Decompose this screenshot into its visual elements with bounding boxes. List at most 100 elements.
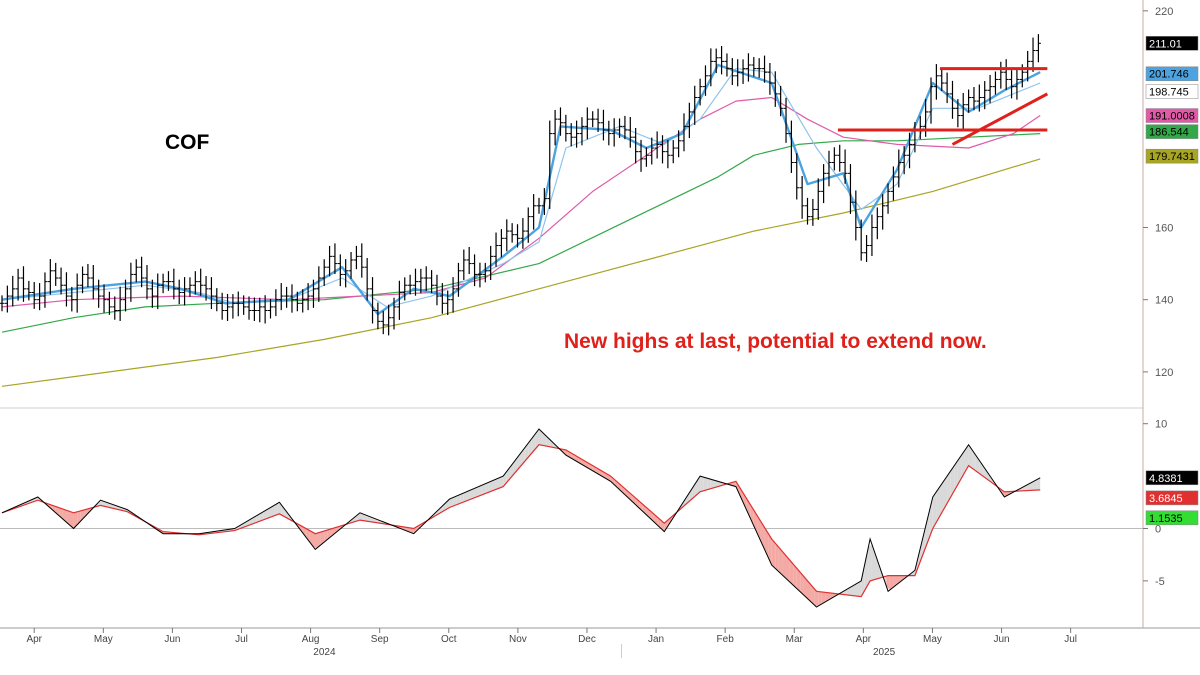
oscillator-fill [936,486,940,523]
price-value-tag: 201.746 [1149,69,1189,81]
osc-value-tag: 3.6845 [1149,493,1183,505]
oscillator-fill [302,526,307,538]
oscillator-fill [932,491,937,529]
oscillator-fill [73,511,78,529]
price-value-tag-bg [1145,108,1199,123]
oscillator-fill [778,547,783,576]
oscillator-fill [768,533,772,566]
month-label: Jul [1064,634,1077,645]
oscillator-fill [356,512,360,522]
oscillator-fill [800,572,804,596]
oscillator-fill [542,432,547,447]
oscillator-fill [692,481,697,499]
oscillator-fill [918,541,923,567]
oscillator-fill [331,527,335,537]
oscillator-fill [317,532,321,548]
month-label: May [923,634,942,645]
oscillator-fill [947,470,951,504]
osc-value-tag-bg [1145,510,1199,526]
osc-axis-label: -5 [1155,576,1165,588]
oscillator-fill [256,513,260,523]
month-label: May [94,634,113,645]
oscillator-fill [306,528,310,543]
month-label: Sep [371,634,389,645]
oscillator-fill [707,478,711,490]
oscillator-fill [284,509,289,519]
month-label: Nov [509,634,527,645]
oscillator-fill [70,511,74,529]
osc-value-tag: 1.1535 [1149,513,1183,525]
oscillator-fill [531,433,536,454]
oscillator-fill [893,575,897,588]
oscillator-fill [939,481,944,516]
oscillator-fill [270,505,275,518]
trendline-rising [951,92,1049,146]
oscillator-fill [521,447,525,466]
oscillator-fill [972,449,976,471]
oscillator-fill [1029,481,1034,491]
month-label: Apr [856,634,872,645]
oscillator-fill [320,530,325,546]
oscillator-fill [818,591,822,606]
oscillator-fill [1036,477,1041,491]
oscillator-fill [943,476,948,510]
chart-ticker: COF [165,131,210,154]
oscillator-fill [821,591,826,604]
oscillator-fill [610,476,615,485]
month-label: Apr [26,634,42,645]
oscillator-fill [843,589,847,595]
oscillator-fill [786,555,790,582]
oscillator-fill [739,487,744,503]
osc-value-tag: 4.8381 [1149,473,1183,485]
month-label: Jun [164,634,180,645]
oscillator-fill [807,580,812,603]
month-label: Aug [302,634,320,645]
price-value-tag: 179.7431 [1149,151,1195,163]
oscillator-fill [861,564,865,597]
oscillator-fill [360,512,364,521]
oscillator-fill [714,480,718,488]
oscillator-fill [950,465,955,498]
price-value-tag-bg [1145,84,1199,99]
oscillator-fill [900,575,905,582]
price-axis-label: 140 [1155,295,1173,307]
oscillator-fill [968,444,973,469]
oscillator-fill [796,568,801,592]
oscillator-fill [324,529,328,543]
oscillator-fill [961,449,966,479]
oscillator-fill [467,489,471,501]
oscillator-fill [814,589,819,606]
oscillator-fill [621,485,625,495]
oscillator-fill [274,503,278,516]
oscillator-fill [965,444,969,472]
oscillator-fill [1004,491,1008,498]
year-label: 2025 [873,647,896,658]
moving-average-line [1,133,1041,333]
month-label: Jan [648,634,664,645]
price-axis-label: 120 [1155,367,1173,379]
oscillator-fill [803,576,808,599]
oscillator-fill [460,492,464,504]
oscillator-fill [492,479,497,491]
oscillator-fill [864,547,869,591]
price-value-tag: 211.01 [1149,38,1182,50]
oscillator-fill [764,527,769,558]
oscillator-fill [549,439,554,448]
oscillator-fill [889,575,894,590]
oscillator-fill [929,497,933,538]
month-label: Feb [717,634,735,645]
oscillator-fill [982,465,987,479]
oscillator-fill [463,491,468,502]
oscillator-fill [66,510,71,526]
month-label: Oct [441,634,457,645]
price-value-tag: 191.0008 [1149,111,1195,123]
oscillator-fill [363,514,368,522]
oscillator-fill [499,476,504,488]
price-value-tag: 186.544 [1149,127,1189,139]
oscillator-fill [793,564,797,589]
price-value-tag-bg [1145,36,1199,51]
oscillator-fill [474,486,479,498]
oscillator-fill [617,482,622,492]
oscillator-fill [488,480,493,493]
